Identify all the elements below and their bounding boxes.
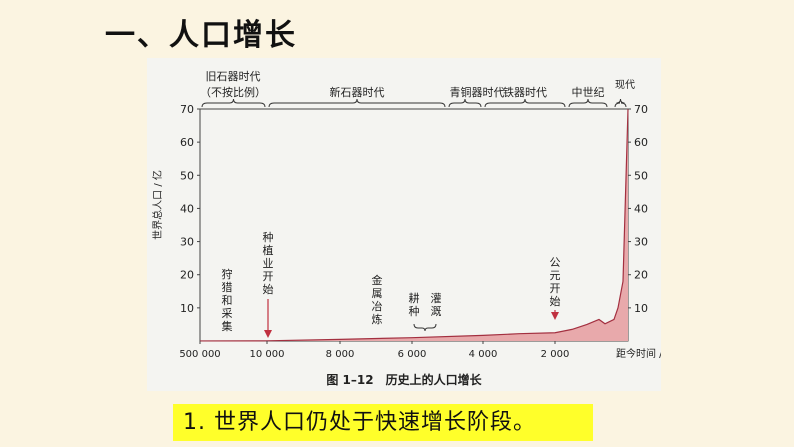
x-tick-label: 500 000	[179, 349, 220, 360]
farming-irrigation-bracket	[413, 323, 437, 332]
y-tick-label-left: 10	[180, 302, 194, 315]
chart-caption: 图 1–12 历史上的人口增长	[326, 373, 482, 387]
annotation-common-era: 始	[550, 294, 561, 308]
x-tick-label: 4 000	[469, 349, 498, 360]
y-tick-label-left: 70	[180, 103, 194, 116]
y-tick-label-left: 40	[180, 202, 194, 215]
period-label-note: （不按比例）	[200, 85, 266, 99]
period-bracket	[268, 98, 446, 108]
annotation-agriculture: 开	[263, 270, 274, 283]
y-tick-label-left: 60	[180, 136, 194, 149]
period-bracket	[448, 98, 482, 108]
annotation-common-era: 开	[550, 282, 561, 295]
y-tick-label-right: 70	[634, 103, 648, 116]
annotation-farming: 耕	[409, 291, 420, 305]
period-bracket	[484, 98, 566, 108]
y-axis-label: 世界总人口 / 亿	[151, 170, 164, 240]
period-bracket	[614, 98, 627, 108]
common-era-arrowhead	[551, 312, 559, 320]
period-label: 现代	[615, 79, 635, 91]
annotation-metallurgy: 金	[372, 273, 383, 287]
annotation-metallurgy: 属	[372, 287, 383, 300]
agriculture-arrowhead	[264, 330, 272, 338]
annotation-metallurgy: 炼	[372, 312, 383, 326]
x-axis-label: 距今时间 / 年	[616, 347, 661, 360]
annotation-irrigation: 灌	[431, 292, 442, 305]
annotation-hunting: 猎	[222, 280, 233, 294]
annotation-agriculture: 植	[263, 243, 274, 257]
annotation-hunting: 集	[222, 319, 233, 333]
y-tick-label-right: 10	[634, 302, 648, 315]
y-tick-label-left: 50	[180, 169, 194, 182]
annotation-agriculture: 业	[263, 257, 274, 270]
y-tick-label-left: 30	[180, 236, 194, 249]
y-tick-label-right: 20	[634, 269, 648, 282]
annotation-common-era: 元	[550, 269, 561, 282]
annotation-hunting: 狩	[222, 267, 233, 281]
period-label: 旧石器时代	[206, 70, 261, 83]
period-label: 青铜器时代	[450, 85, 505, 99]
slide-title: 一、人口增长	[105, 18, 297, 53]
annotation-farming: 种	[409, 304, 420, 318]
period-label: 中世纪	[572, 86, 605, 99]
annotation-common-era: 公	[550, 256, 561, 269]
y-tick-label-right: 60	[634, 136, 648, 149]
period-bracket	[568, 98, 608, 108]
y-tick-label-right: 30	[634, 236, 648, 249]
period-label: 新石器时代	[330, 85, 385, 99]
annotation-hunting: 和	[222, 294, 233, 307]
y-tick-label-left: 20	[180, 269, 194, 282]
annotation-metallurgy: 冶	[372, 299, 383, 313]
population-line	[199, 108, 629, 342]
y-tick-label-right: 40	[634, 202, 648, 215]
x-tick-label: 2 000	[541, 349, 570, 360]
annotation-irrigation: 溉	[431, 305, 442, 318]
annotation-hunting: 采	[222, 307, 233, 320]
annotation-agriculture: 始	[263, 282, 274, 296]
x-tick-label: 10 000	[250, 349, 285, 360]
period-label: 铁器时代	[503, 86, 547, 99]
population-chart: 10 10 20 20 30 30 40 40 50 50 60 60 70 70 500 000 10 00…	[151, 70, 661, 360]
y-tick-label-right: 50	[634, 169, 648, 182]
annotation-agriculture: 种	[263, 230, 274, 244]
population-chart-figure: 10 10 20 20 30 30 40 40 50 50 60 60 70 70 500 000 10 00…	[147, 58, 661, 391]
x-tick-label: 8 000	[326, 349, 355, 360]
period-bracket	[201, 98, 266, 108]
x-tick-label: 6 000	[398, 349, 427, 360]
conclusion-banner: 1. 世界人口仍处于快速增长阶段。	[173, 404, 593, 441]
